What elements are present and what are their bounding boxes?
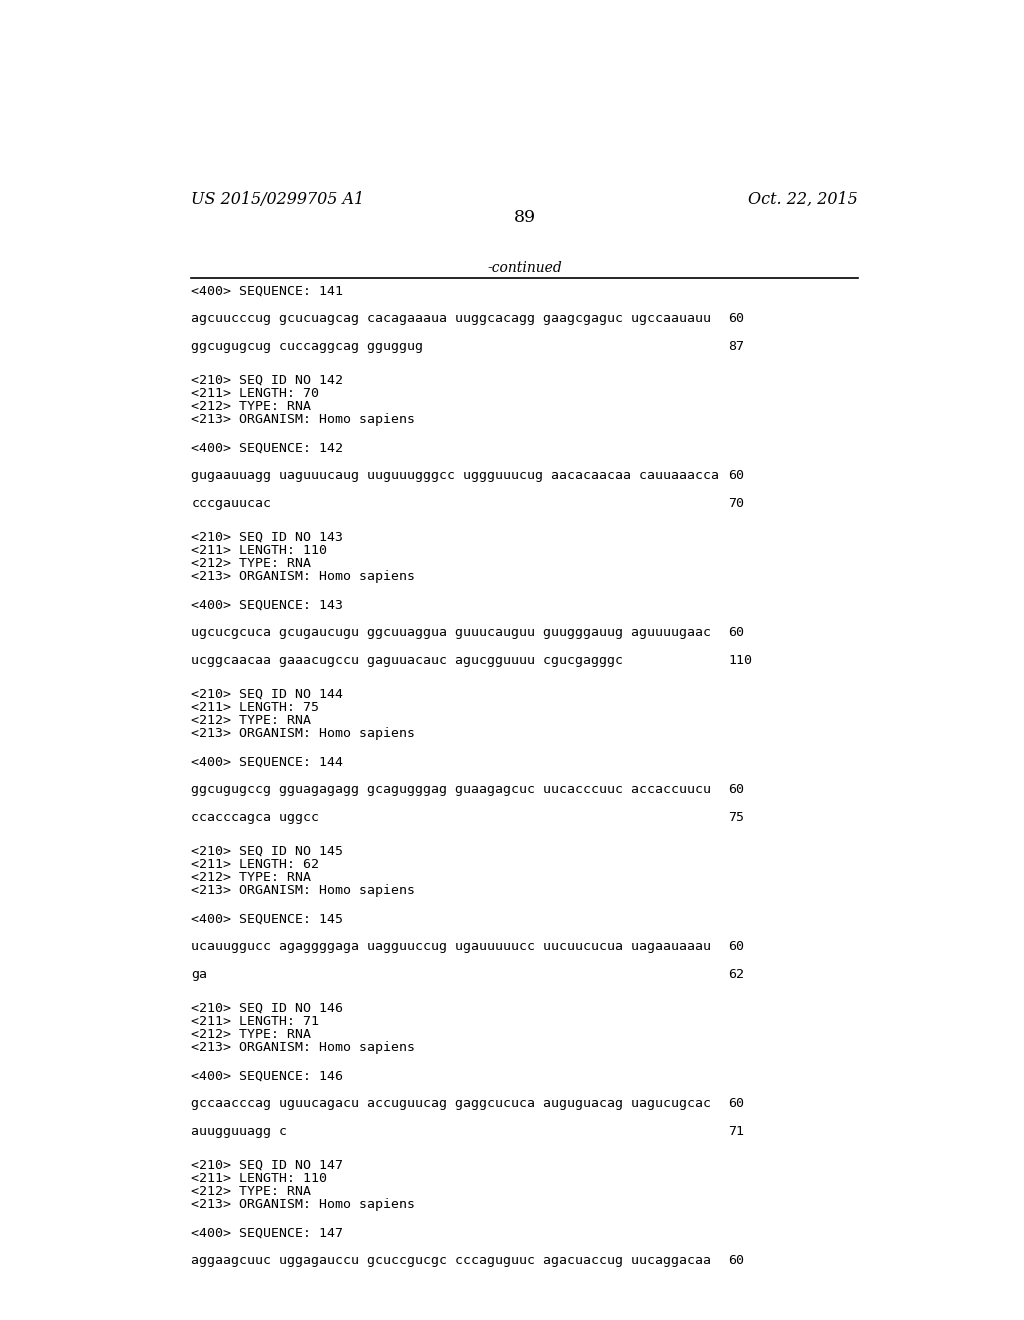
Text: -continued: -continued <box>487 261 562 275</box>
Text: 89: 89 <box>514 209 536 226</box>
Text: <211> LENGTH: 75: <211> LENGTH: 75 <box>191 701 319 714</box>
Text: ggcugugccg gguagagagg gcagugggag guaagagcuc uucacccuuc accaccuucu: ggcugugccg gguagagagg gcagugggag guaagag… <box>191 783 712 796</box>
Text: aggaagcuuc uggagauccu gcuccgucgc cccaguguuc agacuaccug uucaggacaa: aggaagcuuc uggagauccu gcuccgucgc cccagug… <box>191 1254 712 1267</box>
Text: <210> SEQ ID NO 146: <210> SEQ ID NO 146 <box>191 1002 343 1015</box>
Text: <400> SEQUENCE: 142: <400> SEQUENCE: 142 <box>191 441 343 454</box>
Text: 60: 60 <box>728 1254 744 1267</box>
Text: <211> LENGTH: 110: <211> LENGTH: 110 <box>191 1172 328 1185</box>
Text: 70: 70 <box>728 496 744 510</box>
Text: ggcugugcug cuccaggcag gguggug: ggcugugcug cuccaggcag gguggug <box>191 341 424 352</box>
Text: <210> SEQ ID NO 145: <210> SEQ ID NO 145 <box>191 845 343 858</box>
Text: <211> LENGTH: 110: <211> LENGTH: 110 <box>191 544 328 557</box>
Text: <210> SEQ ID NO 142: <210> SEQ ID NO 142 <box>191 374 343 387</box>
Text: <400> SEQUENCE: 144: <400> SEQUENCE: 144 <box>191 755 343 768</box>
Text: <210> SEQ ID NO 144: <210> SEQ ID NO 144 <box>191 688 343 701</box>
Text: <212> TYPE: RNA: <212> TYPE: RNA <box>191 714 311 727</box>
Text: agcuucccug gcucuagcag cacagaaaua uuggcacagg gaagcgaguc ugccaauauu: agcuucccug gcucuagcag cacagaaaua uuggcac… <box>191 312 712 325</box>
Text: <210> SEQ ID NO 147: <210> SEQ ID NO 147 <box>191 1159 343 1172</box>
Text: <400> SEQUENCE: 146: <400> SEQUENCE: 146 <box>191 1069 343 1082</box>
Text: 60: 60 <box>728 312 744 325</box>
Text: <213> ORGANISM: Homo sapiens: <213> ORGANISM: Homo sapiens <box>191 413 416 426</box>
Text: gccaacccag uguucagacu accuguucag gaggcucuca auguguacag uagucugcac: gccaacccag uguucagacu accuguucag gaggcuc… <box>191 1097 712 1110</box>
Text: 60: 60 <box>728 469 744 482</box>
Text: ucauuggucc agaggggaga uagguuccug ugauuuuucc uucuucucua uagaauaaau: ucauuggucc agaggggaga uagguuccug ugauuuu… <box>191 940 712 953</box>
Text: 110: 110 <box>728 653 752 667</box>
Text: <400> SEQUENCE: 141: <400> SEQUENCE: 141 <box>191 284 343 297</box>
Text: 60: 60 <box>728 626 744 639</box>
Text: <400> SEQUENCE: 147: <400> SEQUENCE: 147 <box>191 1226 343 1239</box>
Text: auugguuagg c: auugguuagg c <box>191 1125 288 1138</box>
Text: <213> ORGANISM: Homo sapiens: <213> ORGANISM: Homo sapiens <box>191 884 416 898</box>
Text: 87: 87 <box>728 341 744 352</box>
Text: <211> LENGTH: 71: <211> LENGTH: 71 <box>191 1015 319 1028</box>
Text: <211> LENGTH: 70: <211> LENGTH: 70 <box>191 387 319 400</box>
Text: <212> TYPE: RNA: <212> TYPE: RNA <box>191 871 311 884</box>
Text: <212> TYPE: RNA: <212> TYPE: RNA <box>191 557 311 570</box>
Text: gugaauuagg uaguuucaug uuguuugggcc uggguuucug aacacaacaa cauuaaacca: gugaauuagg uaguuucaug uuguuugggcc uggguu… <box>191 469 720 482</box>
Text: cccgauucac: cccgauucac <box>191 496 271 510</box>
Text: 60: 60 <box>728 1097 744 1110</box>
Text: ga: ga <box>191 968 208 981</box>
Text: <400> SEQUENCE: 145: <400> SEQUENCE: 145 <box>191 912 343 925</box>
Text: ccacccagca uggcc: ccacccagca uggcc <box>191 810 319 824</box>
Text: ugcucgcuca gcugaucugu ggcuuaggua guuucauguu guugggauug aguuuugaac: ugcucgcuca gcugaucugu ggcuuaggua guuucau… <box>191 626 712 639</box>
Text: 60: 60 <box>728 783 744 796</box>
Text: Oct. 22, 2015: Oct. 22, 2015 <box>749 191 858 209</box>
Text: 62: 62 <box>728 968 744 981</box>
Text: <213> ORGANISM: Homo sapiens: <213> ORGANISM: Homo sapiens <box>191 727 416 741</box>
Text: 60: 60 <box>728 940 744 953</box>
Text: <212> TYPE: RNA: <212> TYPE: RNA <box>191 1185 311 1199</box>
Text: 71: 71 <box>728 1125 744 1138</box>
Text: 75: 75 <box>728 810 744 824</box>
Text: US 2015/0299705 A1: US 2015/0299705 A1 <box>191 191 365 209</box>
Text: <213> ORGANISM: Homo sapiens: <213> ORGANISM: Homo sapiens <box>191 1199 416 1212</box>
Text: <211> LENGTH: 62: <211> LENGTH: 62 <box>191 858 319 871</box>
Text: <212> TYPE: RNA: <212> TYPE: RNA <box>191 1028 311 1041</box>
Text: <213> ORGANISM: Homo sapiens: <213> ORGANISM: Homo sapiens <box>191 1041 416 1055</box>
Text: ucggcaacaa gaaacugccu gaguuacauc agucgguuuu cgucgagggc: ucggcaacaa gaaacugccu gaguuacauc agucggu… <box>191 653 624 667</box>
Text: <213> ORGANISM: Homo sapiens: <213> ORGANISM: Homo sapiens <box>191 570 416 583</box>
Text: <212> TYPE: RNA: <212> TYPE: RNA <box>191 400 311 413</box>
Text: <400> SEQUENCE: 143: <400> SEQUENCE: 143 <box>191 598 343 611</box>
Text: <210> SEQ ID NO 143: <210> SEQ ID NO 143 <box>191 531 343 544</box>
